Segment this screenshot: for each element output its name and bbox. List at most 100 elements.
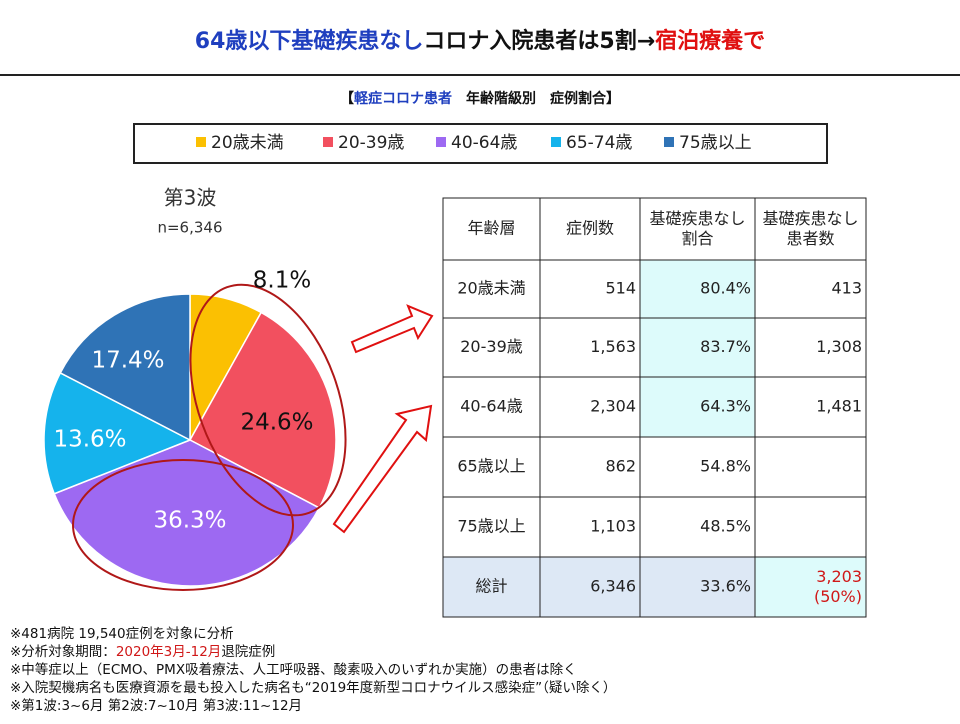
slide-title: 64歳以下基礎疾患なしコロナ入院患者は5割→宿泊療養で (195, 28, 765, 54)
note: ※中等症以上（ECMO、PMX吸着療法、人工呼吸器、酸素吸入のいずれか実施）の患… (10, 661, 577, 678)
note-part: ※第1波:3~6月 第2波:7~10月 第3波:11~12月 (10, 697, 302, 714)
note: ※481病院 19,540症例を対象に分析 (10, 626, 234, 642)
title-part: 64歳以下基礎疾患なし (195, 28, 424, 54)
table-cell (639, 556, 756, 618)
notes: ※481病院 19,540症例を対象に分析 ※分析対象期間：2020年3月-12月… (10, 626, 616, 714)
data-label: 13.6% (53, 427, 126, 453)
table-cell-text: 3,203 (50%) (814, 567, 862, 606)
note-part: 退院症例 (221, 644, 275, 660)
legend-swatch (436, 137, 446, 147)
table-cell (639, 376, 756, 438)
table-cell-text: 20歳未満 (457, 279, 525, 298)
arrow (350, 304, 434, 354)
table-cell (442, 259, 541, 319)
table-cell-text: 症例数 (566, 219, 614, 238)
table-cell-text: 1,563 (590, 337, 636, 356)
table-cell-text: 413 (831, 279, 862, 298)
legend-swatch (323, 137, 333, 147)
legend-box (133, 123, 828, 164)
note-part: ※中等症以上（ECMO、PMX吸着療法、人工呼吸器、酸素吸入のいずれか実施）の患… (10, 661, 577, 678)
legend-label: 40-64歳 (451, 133, 517, 153)
subtitle-part: 【 (340, 91, 354, 107)
table-cell-text: 1,308 (816, 337, 862, 356)
table-cell-text: 1,481 (816, 397, 862, 416)
table-cell (539, 556, 641, 618)
table-cell-text: 基礎疾患なし患者数 (762, 209, 858, 248)
data-label: 24.6% (240, 410, 313, 436)
legend-swatch (664, 137, 674, 147)
highlight-ellipse (189, 283, 347, 517)
table-cell (639, 259, 756, 319)
table-cell (754, 376, 867, 438)
table-cell-text: 40-64歳 (460, 397, 523, 416)
subtitle-part: 年齢階級別 症例割合】 (452, 90, 620, 107)
table-cell-text: 54.8% (700, 457, 751, 476)
table-cell (442, 436, 541, 498)
table-cell-text: 1,103 (590, 517, 636, 536)
note: ※入院契機病名も医療資源を最も投入した病名も“2019年度新型コロナウイルス感染… (10, 679, 616, 696)
data-label: 36.3% (153, 508, 226, 534)
table-cell (754, 556, 867, 618)
table-cell-text: 80.4% (700, 279, 751, 298)
pie-slice (59, 293, 191, 442)
table-cell-text: 総計 (475, 577, 507, 596)
table-cell (639, 496, 756, 558)
table-cell-text: 6,346 (590, 577, 636, 596)
table-cell (442, 376, 541, 438)
legend-label: 75歳以上 (679, 133, 752, 153)
table-cell-text: 65歳以上 (457, 457, 525, 476)
table-cell (754, 197, 867, 261)
arrow (332, 404, 433, 534)
table-cell (754, 436, 867, 498)
note-part: ※481病院 19,540症例を対象に分析 (10, 626, 234, 642)
title-part: 宿泊療養で (655, 28, 765, 54)
table-cell (754, 317, 867, 378)
table-cell-text: 48.5% (700, 517, 751, 536)
pie-title: 第3波 (164, 186, 217, 210)
note: ※分析対象期間：2020年3月-12月退院症例 (10, 644, 275, 660)
subtitle-part: 軽症コロナ患者 (354, 90, 452, 107)
legend-label: 65-74歳 (566, 133, 632, 153)
table-cell (754, 259, 867, 319)
table-cell (539, 259, 641, 319)
note-part: ※入院契機病名も医療資源を最も投入した病名も“2019年度新型コロナウイルス感染… (10, 679, 616, 696)
table-cell-text: 83.7% (700, 337, 751, 356)
pie-slice (43, 371, 192, 495)
legend-label: 20歳未満 (211, 133, 284, 153)
table-cell-text: 基礎疾患なし割合 (649, 209, 745, 248)
note: ※第1波:3~6月 第2波:7~10月 第3波:11~12月 (10, 697, 302, 714)
table-cell (539, 317, 641, 378)
pie-slice (53, 439, 321, 587)
table-cell-text: 862 (605, 457, 636, 476)
table-cell-text: 20-39歳 (460, 337, 523, 356)
table-cell (639, 197, 756, 261)
pie-subtitle: n=6,346 (157, 219, 222, 237)
data-label: 17.4% (91, 348, 164, 374)
table-cell (539, 197, 641, 261)
note-part: ※分析対象期間： (10, 644, 116, 660)
data-label: 8.1% (253, 268, 311, 294)
table-cell (442, 197, 541, 261)
table-cell (754, 496, 867, 558)
table-cell-text: 514 (605, 279, 636, 298)
legend-swatch (196, 137, 206, 147)
table-cell-text: 33.6% (700, 577, 751, 596)
subtitle: 【軽症コロナ患者 年齢階級別 症例割合】 (340, 90, 620, 107)
legend-label: 20-39歳 (338, 133, 404, 153)
table-cell-text: 75歳以上 (457, 517, 525, 536)
table-cell (539, 496, 641, 558)
table-cell (442, 556, 541, 618)
table-cell (639, 317, 756, 378)
highlight-ellipse (72, 459, 294, 591)
title-part: コロナ入院患者は5割→ (423, 28, 655, 54)
table-cell-text: 64.3% (700, 397, 751, 416)
table-cell-text: 年齢層 (467, 219, 515, 238)
legend-swatch (551, 137, 561, 147)
table-cell-text: 2,304 (590, 397, 636, 416)
pie (43, 293, 337, 587)
table-cell (442, 317, 541, 378)
table-cell (539, 436, 641, 498)
note-part: 2020年3月-12月 (116, 644, 222, 660)
